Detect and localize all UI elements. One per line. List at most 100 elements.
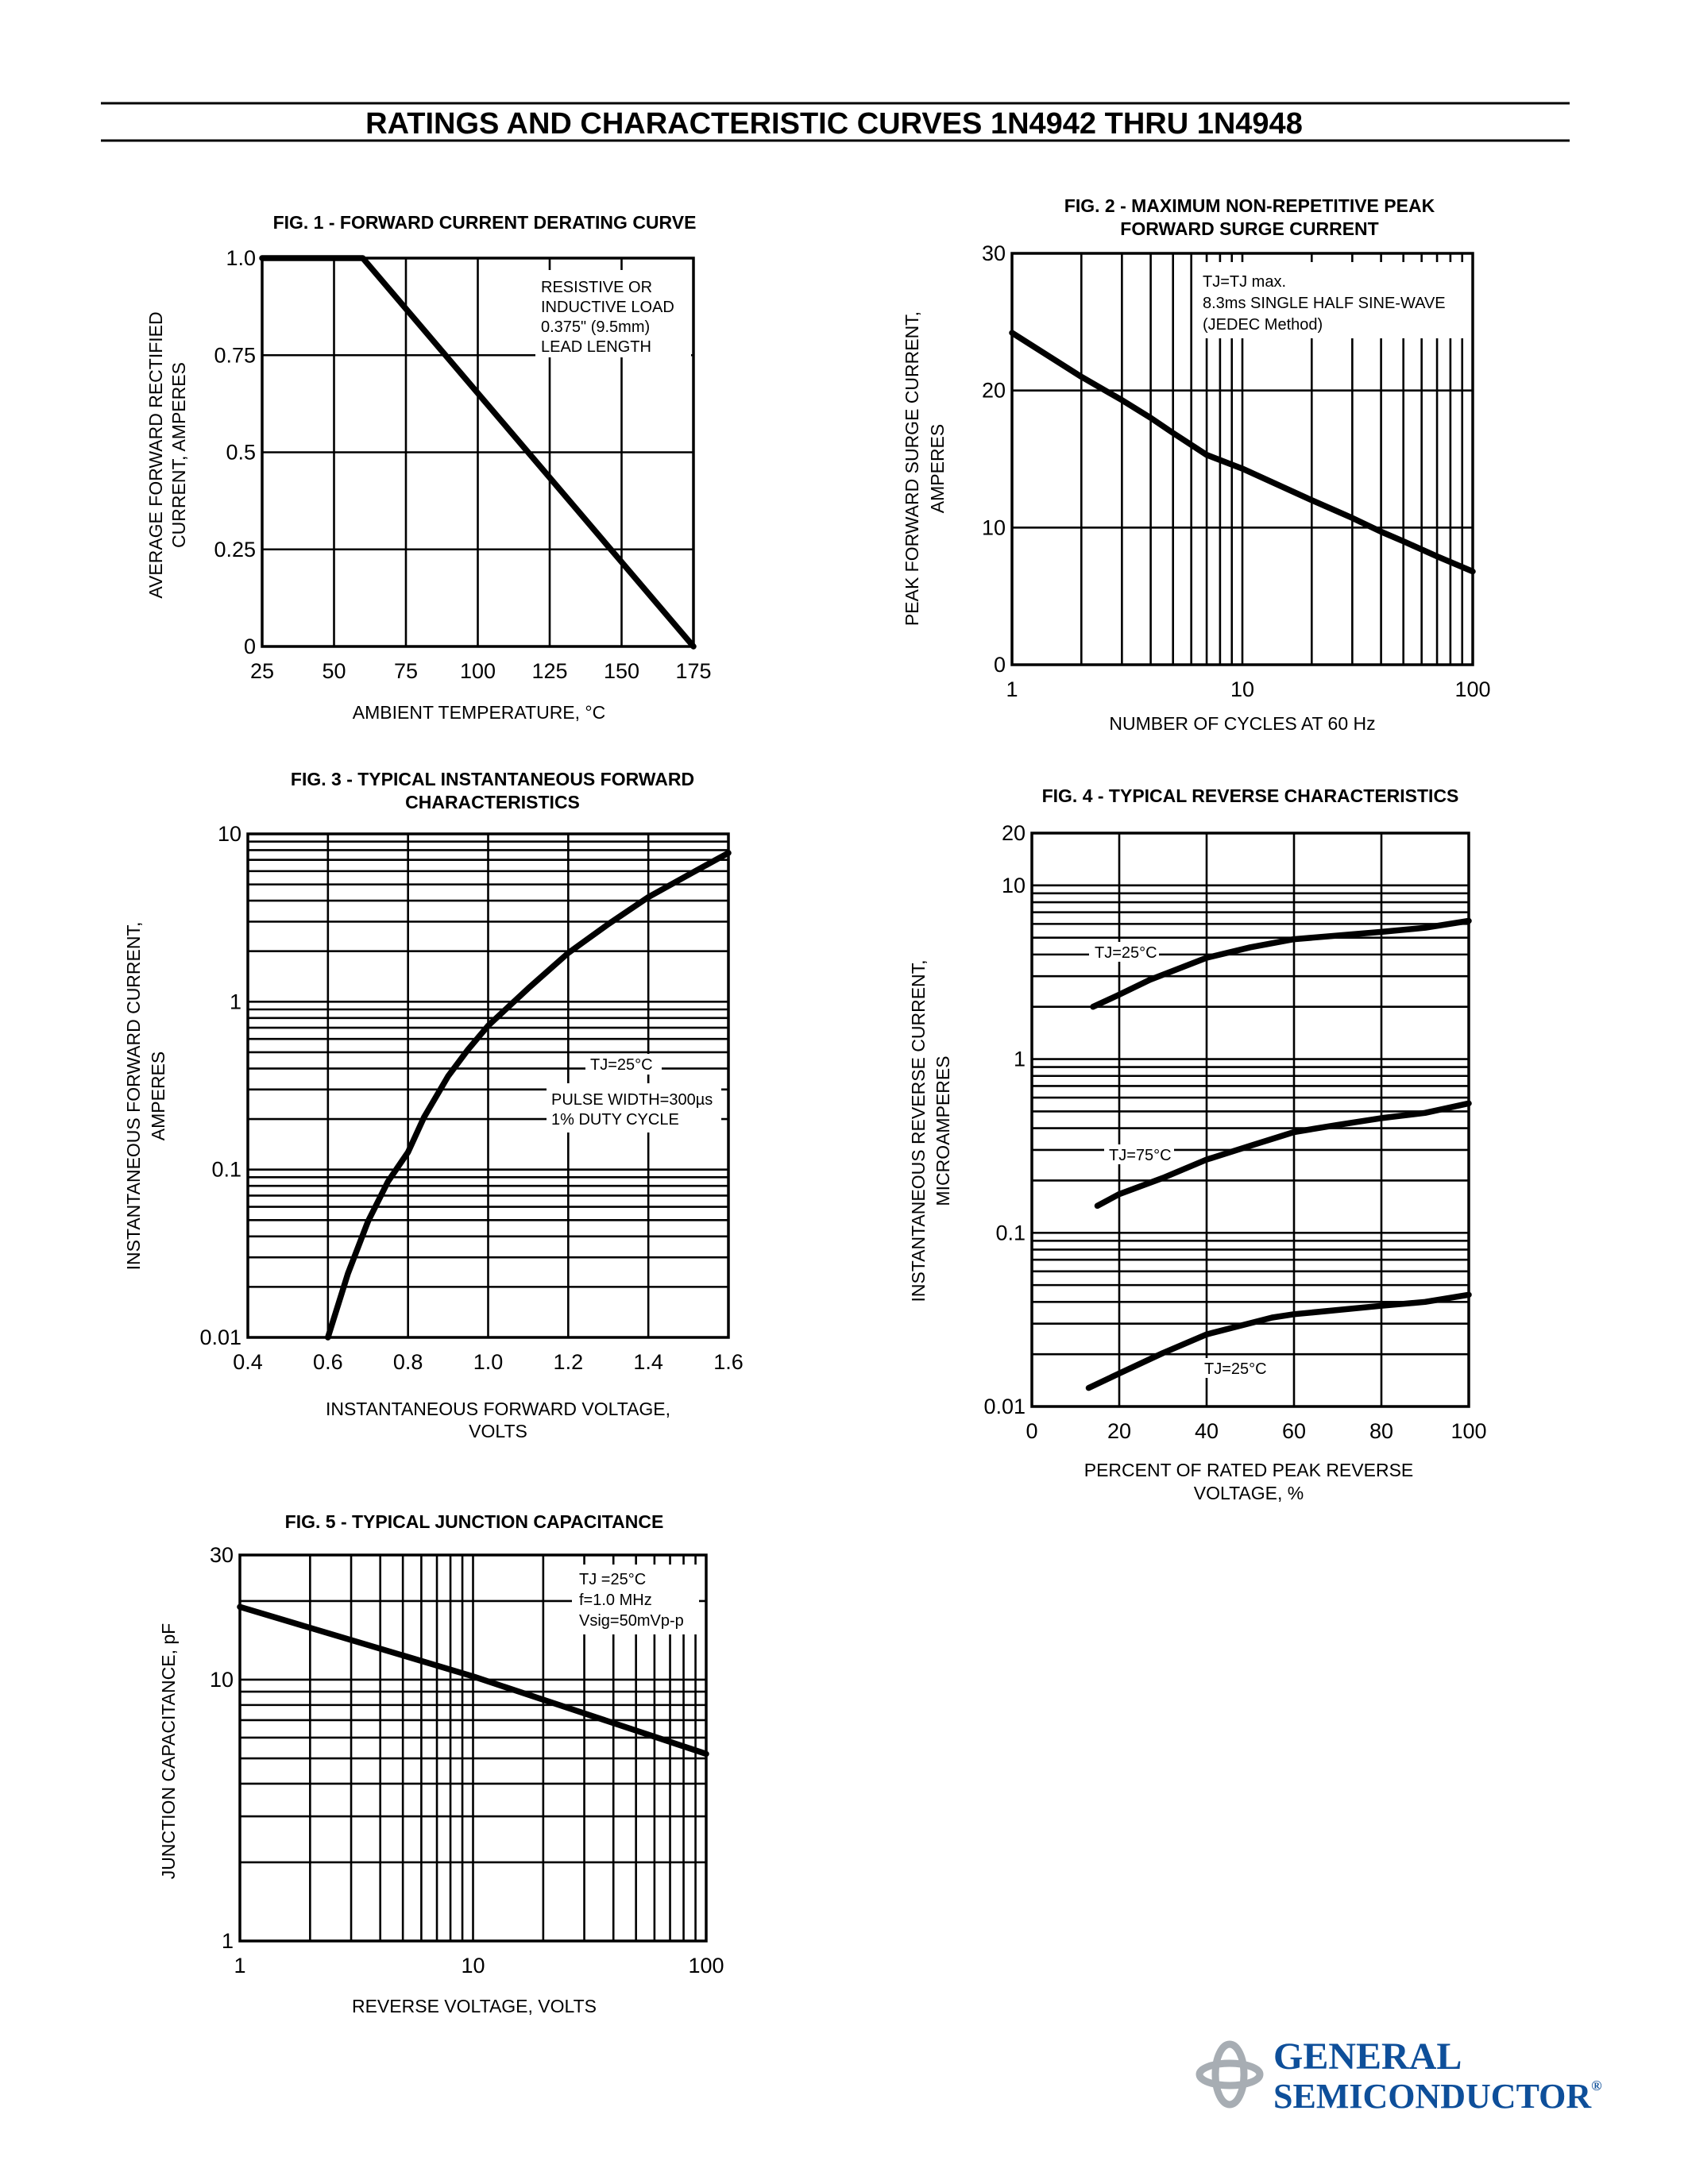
registered-mark: ® <box>1591 2078 1601 2093</box>
y-tick-label: 0.01 <box>983 1395 1026 1418</box>
annotation-text: Vsig=50mVp-p <box>579 1612 684 1630</box>
fig4-title: FIG. 4 - TYPICAL REVERSE CHARACTERISTICS <box>1042 785 1459 806</box>
logo-text-general: GENERAL <box>1273 2035 1462 2078</box>
plot-frame <box>238 1553 708 1943</box>
series-curve-3 <box>1085 1291 1472 1391</box>
plot-frame <box>261 257 695 648</box>
x-tick-label: 0.8 <box>393 1350 423 1374</box>
annotation-text: (JEDEC Method) <box>1203 316 1323 334</box>
x-tick-label: 100 <box>1454 677 1490 701</box>
fig3-xlabel-line1: INSTANTANEOUS FORWARD VOLTAGE, <box>326 1399 670 1419</box>
y-tick-label: 1 <box>222 1929 234 1953</box>
fig2-ylabel-line2: AMPERES <box>927 424 948 513</box>
x-tick-label: 25 <box>250 659 274 683</box>
x-tick-label: 60 <box>1282 1419 1306 1443</box>
series-curve-1 <box>259 255 697 650</box>
annotation-text: 0.375" (9.5mm) <box>541 318 650 336</box>
fig1-ylabel-line1: AVERAGE FORWARD RECTIFIED <box>145 311 166 598</box>
x-tick-label: 100 <box>688 1954 724 1978</box>
y-tick-label: 30 <box>982 241 1006 265</box>
x-tick-label: 175 <box>675 659 711 683</box>
y-tick-label: 1 <box>1014 1048 1026 1071</box>
plot-frame <box>1030 832 1470 1408</box>
annotation-background <box>1199 1358 1269 1378</box>
plot-frame <box>1010 252 1474 666</box>
x-tick-label: 100 <box>1450 1419 1486 1443</box>
logo-mark-icon <box>1196 2040 1264 2109</box>
y-tick-label: 10 <box>982 515 1006 539</box>
x-tick-label: 10 <box>461 1954 485 1978</box>
fig3-chart: TJ=25°C PULSE WIDTH=300µs 1% DUTY CYCLE 0.4… <box>199 822 743 1374</box>
annotation-text: RESISTIVE OR <box>541 279 652 296</box>
series-curve-1 <box>1009 330 1476 575</box>
x-tick-label: 0 <box>1026 1419 1037 1443</box>
annotation-text: PULSE WIDTH=300µs <box>551 1091 713 1109</box>
fig1-ylabel-line2: CURRENT, AMPERES <box>168 362 189 548</box>
general-semiconductor-logo: GENERAL SEMICONDUCTOR® <box>1196 2035 1602 2116</box>
x-tick-label: 1.6 <box>713 1350 744 1374</box>
annotation-text: TJ=25°C <box>1204 1360 1267 1378</box>
fig2-title-line1: FIG. 2 - MAXIMUM NON-REPETITIVE PEAK <box>1064 195 1435 216</box>
series-curve-2 <box>1094 1100 1472 1210</box>
annotation-background <box>1194 262 1472 338</box>
annotation-text: TJ=25°C <box>1095 944 1157 962</box>
annotation-background <box>572 1565 699 1634</box>
fig5-xlabel: REVERSE VOLTAGE, VOLTS <box>352 1996 597 2016</box>
fig3-ylabel-line2: AMPERES <box>148 1051 168 1140</box>
x-tick-label: 10 <box>1230 677 1254 701</box>
fig3-xlabel-line2: VOLTS <box>469 1421 527 1441</box>
fig1-chart: RESISTIVE OR INDUCTIVE LOAD 0.375" (9.5mm)… <box>214 246 711 683</box>
logo-line1: GENERAL <box>1273 2035 1462 2078</box>
series-curve-1 <box>1090 917 1472 1010</box>
y-tick-label: 30 <box>210 1543 234 1567</box>
y-tick-label: 0.5 <box>226 441 256 465</box>
annotation-text: TJ=TJ max. <box>1203 273 1286 291</box>
y-tick-label: 0 <box>244 635 256 658</box>
fig4-ylabel-line2: MICROAMPERES <box>933 1055 953 1206</box>
y-tick-label: 0 <box>994 653 1006 677</box>
y-tick-label: 0.1 <box>995 1221 1026 1244</box>
x-tick-label: 40 <box>1195 1419 1219 1443</box>
x-tick-label: 50 <box>322 659 346 683</box>
annotation-background <box>585 1054 662 1075</box>
x-tick-label: 100 <box>460 659 496 683</box>
y-tick-label: 0.25 <box>214 538 256 561</box>
fig4-ylabel-line1: INSTANTANEOUS REVERSE CURRENT, <box>908 959 929 1302</box>
annotation-background <box>535 270 691 357</box>
fig5-ylabel: JUNCTION CAPACITANCE, pF <box>158 1623 179 1879</box>
x-tick-label: 1 <box>1006 677 1018 701</box>
x-tick-label: 75 <box>394 659 418 683</box>
y-tick-label: 20 <box>1002 821 1026 845</box>
annotation-text: f=1.0 MHz <box>579 1592 652 1609</box>
x-tick-label: 125 <box>531 659 567 683</box>
logo-line2: SEMICONDUCTOR® <box>1273 2077 1602 2116</box>
page-title: RATINGS AND CHARACTERISTIC CURVES 1N4942… <box>365 107 1303 141</box>
fig1-title: FIG. 1 - FORWARD CURRENT DERATING CURVE <box>273 212 697 233</box>
y-tick-label: 0.75 <box>214 343 256 367</box>
y-tick-label: 20 <box>982 379 1006 403</box>
y-tick-label: 1 <box>230 990 241 1013</box>
fig4-chart: TJ=25°C TJ=75°C TJ=25°C 0 20 40 60 80 100 0.01 0.1… <box>983 821 1486 1443</box>
fig3-title-line1: FIG. 3 - TYPICAL INSTANTANEOUS FORWARD <box>291 769 694 789</box>
fig3-ylabel-line1: INSTANTANEOUS FORWARD CURRENT, <box>123 922 144 1271</box>
annotation-text: TJ=75°C <box>1109 1147 1172 1164</box>
annotation-text: TJ =25°C <box>579 1571 646 1588</box>
x-tick-label: 1 <box>234 1954 245 1978</box>
x-tick-label: 80 <box>1369 1419 1393 1443</box>
series-curve-1 <box>237 1603 709 1758</box>
fig2-chart: TJ=TJ max. 8.3ms SINGLE HALF SINE-WAVE (JE… <box>982 241 1491 701</box>
annotation-background <box>1089 942 1159 962</box>
fig4-xlabel-line2: VOLTAGE, % <box>1194 1483 1304 1503</box>
y-tick-label: 10 <box>1002 874 1026 897</box>
annotation-background <box>547 1083 721 1133</box>
annotation-text: LEAD LENGTH <box>541 338 651 356</box>
logo-text-semiconductor: SEMICONDUCTOR <box>1273 2077 1592 2116</box>
x-tick-label: 20 <box>1107 1419 1131 1443</box>
fig3-title-line2: CHARACTERISTICS <box>405 792 580 812</box>
fig2-title-line2: FORWARD SURGE CURRENT <box>1120 218 1378 239</box>
plot-frame <box>246 832 730 1339</box>
fig2-xlabel: NUMBER OF CYCLES AT 60 Hz <box>1109 713 1375 734</box>
fig1-xlabel: AMBIENT TEMPERATURE, °C <box>353 702 605 723</box>
fig5-title: FIG. 5 - TYPICAL JUNCTION CAPACITANCE <box>285 1511 664 1532</box>
